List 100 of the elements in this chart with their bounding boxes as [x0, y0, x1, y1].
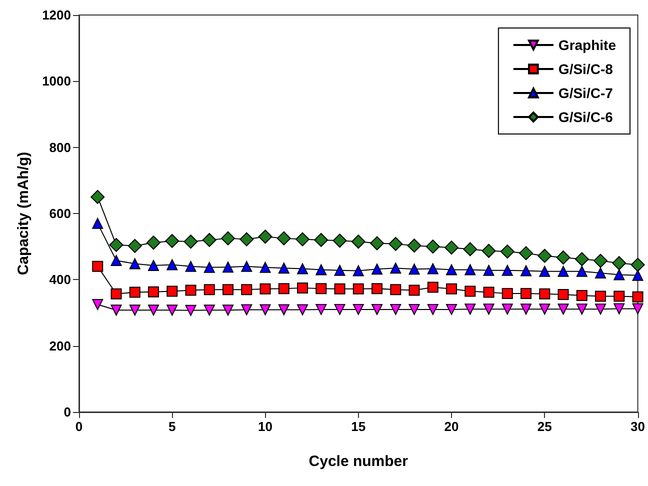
point	[278, 304, 290, 316]
point	[296, 232, 310, 246]
point	[185, 260, 196, 272]
point	[297, 304, 308, 316]
point	[222, 304, 234, 316]
point	[427, 304, 438, 315]
point	[332, 234, 347, 248]
point	[370, 236, 384, 250]
point	[316, 304, 327, 315]
point	[502, 264, 513, 276]
point	[407, 238, 422, 253]
point	[352, 265, 364, 276]
point	[558, 304, 569, 315]
point	[221, 231, 236, 246]
point	[446, 283, 458, 294]
point	[90, 190, 105, 204]
x-axis-title: Cycle number	[308, 453, 408, 470]
point	[297, 282, 308, 294]
point	[464, 304, 476, 315]
point	[185, 284, 196, 296]
point	[483, 264, 494, 276]
point	[614, 290, 625, 302]
point	[538, 248, 552, 263]
point	[539, 304, 550, 315]
point	[334, 283, 346, 294]
point	[483, 304, 494, 315]
point	[166, 304, 178, 316]
point	[109, 238, 124, 252]
x-tick-label: 20	[444, 419, 459, 434]
x-tick-label: 10	[258, 419, 272, 434]
point	[92, 260, 104, 272]
point	[426, 240, 440, 254]
point	[129, 304, 140, 316]
point	[595, 290, 606, 302]
point	[372, 264, 383, 275]
point	[482, 244, 496, 258]
point	[408, 284, 420, 296]
point	[558, 289, 569, 300]
point	[165, 234, 180, 248]
point	[258, 230, 272, 244]
point	[576, 304, 588, 315]
point	[464, 264, 476, 276]
x-tick-label: 15	[351, 419, 366, 434]
legend-label: G/Si/C-7	[558, 85, 614, 101]
y-tick-label: 200	[49, 338, 71, 354]
x-tick-label: 30	[630, 419, 646, 434]
point	[502, 304, 513, 315]
point	[351, 234, 366, 249]
point	[519, 246, 534, 260]
point	[110, 288, 122, 300]
y-tick-label: 600	[49, 206, 71, 221]
point	[520, 288, 532, 300]
point	[556, 250, 570, 264]
point	[260, 304, 271, 316]
point	[222, 262, 234, 273]
point	[204, 262, 215, 273]
point	[574, 252, 589, 266]
point	[260, 283, 271, 294]
point	[427, 263, 438, 274]
point	[390, 284, 402, 296]
point	[388, 236, 403, 251]
point	[110, 254, 122, 266]
point	[444, 240, 459, 255]
point	[372, 283, 383, 294]
point	[595, 268, 606, 279]
point	[204, 284, 215, 296]
point	[483, 286, 494, 298]
point	[576, 266, 588, 277]
point	[146, 236, 161, 250]
point	[184, 234, 198, 249]
point	[166, 259, 178, 270]
point	[352, 283, 364, 294]
point	[520, 265, 532, 276]
point	[502, 288, 513, 300]
point	[446, 304, 458, 315]
point	[92, 298, 104, 310]
point	[632, 270, 644, 281]
legend-label: G/Si/C-6	[558, 109, 614, 125]
point	[594, 254, 608, 268]
point	[632, 291, 644, 302]
point	[614, 303, 625, 314]
point	[446, 264, 458, 276]
point	[148, 304, 160, 316]
point	[520, 304, 532, 315]
point	[614, 269, 625, 280]
y-tick-label: 0	[64, 404, 71, 420]
y-tick-label: 400	[49, 272, 71, 288]
point	[390, 304, 402, 315]
point	[539, 288, 550, 300]
point	[204, 304, 215, 316]
legend-label: G/Si/C-8	[558, 61, 614, 77]
point	[314, 232, 328, 247]
y-tick-label: 800	[49, 140, 71, 155]
point	[632, 303, 644, 314]
x-tick-label: 25	[537, 419, 552, 434]
point	[278, 262, 290, 274]
y-tick-label: 1000	[42, 74, 71, 89]
point	[334, 264, 346, 276]
x-tick-label: 5	[168, 419, 176, 434]
point	[427, 282, 438, 293]
